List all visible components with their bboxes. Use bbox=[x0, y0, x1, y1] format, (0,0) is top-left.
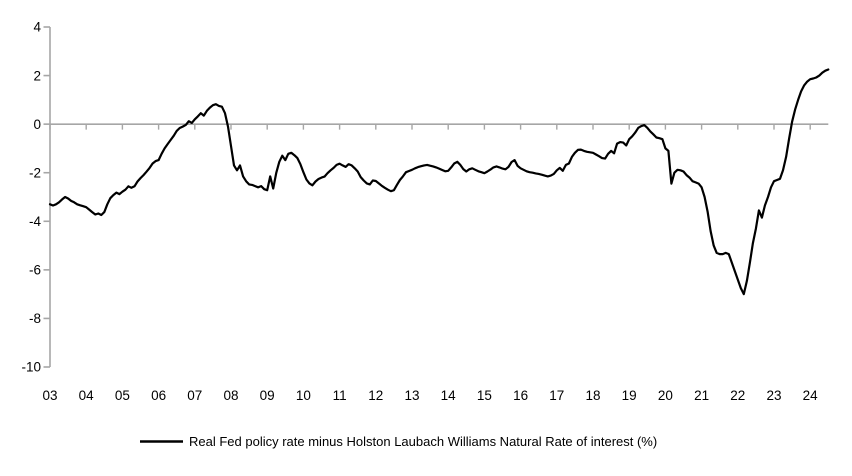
x-axis-label: 04 bbox=[79, 388, 95, 403]
y-axis-label: -8 bbox=[29, 311, 41, 326]
series-line bbox=[48, 68, 830, 296]
y-axis: 4 2 0 -2 -4 -6 -8 -10 bbox=[21, 20, 51, 375]
y-axis-label: 0 bbox=[33, 117, 41, 132]
x-axis-label: 13 bbox=[404, 388, 419, 403]
x-axis-label: 18 bbox=[585, 388, 600, 403]
y-axis-label: -4 bbox=[29, 214, 41, 229]
series-group bbox=[48, 68, 830, 296]
x-axis-label: 16 bbox=[513, 388, 528, 403]
x-axis-label: 05 bbox=[115, 388, 130, 403]
x-axis-label: 07 bbox=[187, 388, 202, 403]
x-axis-label: 06 bbox=[151, 388, 166, 403]
x-axis-label: 10 bbox=[296, 388, 311, 403]
y-axis-label: 4 bbox=[33, 20, 41, 35]
y-axis-label: -2 bbox=[29, 165, 41, 180]
x-axis-label: 03 bbox=[42, 388, 57, 403]
x-axis-label: 19 bbox=[622, 388, 637, 403]
x-axis-label: 08 bbox=[223, 388, 238, 403]
x-axis-label: 11 bbox=[333, 388, 347, 403]
x-axis-label: 14 bbox=[441, 388, 457, 403]
x-axis-label: 23 bbox=[766, 388, 781, 403]
x-axis-label: 12 bbox=[368, 388, 383, 403]
x-axis: 03 04 05 06 07 08 09 10 11 12 13 14 15 16 17 18 19 20 21 22… bbox=[42, 124, 818, 403]
y-axis-label: -10 bbox=[21, 360, 41, 375]
x-axis-label: 17 bbox=[549, 388, 564, 403]
x-axis-label: 24 bbox=[803, 388, 819, 403]
x-axis-label: 20 bbox=[658, 388, 673, 403]
legend: Real Fed policy rate minus Holston Lauba… bbox=[140, 434, 657, 449]
x-axis-label: 15 bbox=[477, 388, 492, 403]
legend-label: Real Fed policy rate minus Holston Lauba… bbox=[189, 434, 657, 449]
y-axis-label: 2 bbox=[33, 68, 41, 83]
x-axis-label: 21 bbox=[694, 388, 709, 403]
x-axis-label: 22 bbox=[730, 388, 745, 403]
x-axis-label: 09 bbox=[260, 388, 275, 403]
y-axis-label: -6 bbox=[29, 263, 41, 278]
